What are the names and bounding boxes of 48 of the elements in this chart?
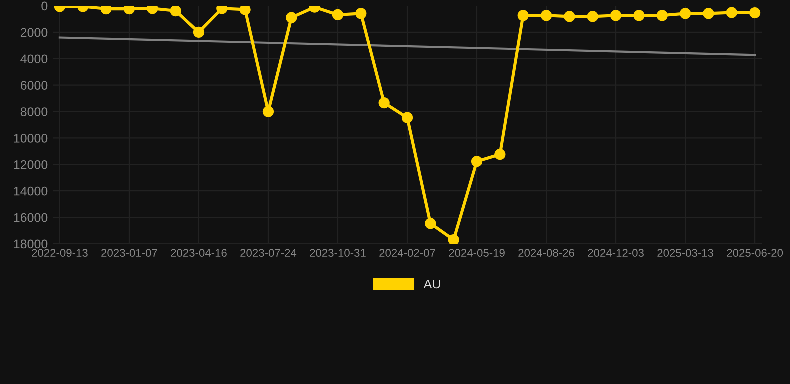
point — [540, 10, 552, 22]
point — [262, 106, 274, 118]
x-tick-label: 2023-01-07 — [102, 249, 158, 258]
point — [610, 10, 622, 22]
legend-label: AU — [424, 280, 440, 289]
point — [587, 11, 598, 22]
point — [749, 7, 761, 19]
point — [240, 6, 251, 16]
point — [100, 6, 112, 15]
point — [170, 6, 182, 17]
point — [726, 7, 738, 18]
point — [471, 156, 483, 168]
x-tick-label: 2024-08-26 — [518, 249, 574, 258]
point — [356, 8, 367, 20]
x-tick-label: 2023-04-16 — [171, 249, 227, 258]
point — [402, 112, 414, 124]
point — [193, 26, 205, 38]
y-tick-label: 16000 — [14, 213, 48, 222]
x-tick-label: 2022-09-13 — [32, 249, 88, 258]
y-tick-label: 12000 — [14, 160, 48, 170]
point — [634, 10, 645, 22]
y-tick-label: 6000 — [20, 81, 48, 90]
y-tick-label: 0 — [42, 2, 48, 11]
point — [564, 11, 576, 22]
y-tick-label: 2000 — [20, 28, 48, 38]
point — [448, 234, 460, 244]
point — [378, 97, 390, 109]
y-tick-label: 8000 — [20, 108, 48, 116]
y-tick-label: 4000 — [20, 54, 48, 64]
point — [518, 10, 529, 22]
point — [703, 8, 714, 20]
x-tick-label: 2023-07-24 — [240, 249, 297, 258]
point — [124, 6, 136, 15]
point — [680, 8, 692, 20]
point — [425, 218, 436, 230]
x-tick-label: 2023-10-31 — [310, 249, 366, 258]
y-tick-label: 18000 — [14, 240, 48, 249]
point — [332, 9, 344, 21]
point — [286, 12, 298, 24]
point — [494, 149, 506, 160]
y-tick-label: 14000 — [14, 186, 48, 196]
y-tick-label: 10000 — [14, 134, 48, 143]
point — [656, 10, 668, 22]
x-tick-label: 2025-03-13 — [658, 249, 714, 258]
x-tick-label: 2025-06-20 — [727, 249, 784, 258]
x-tick-label: 2024-02-07 — [380, 249, 436, 258]
x-tick-label: 2024-05-19 — [449, 249, 505, 258]
x-tick-label: 2024-12-03 — [588, 249, 644, 258]
